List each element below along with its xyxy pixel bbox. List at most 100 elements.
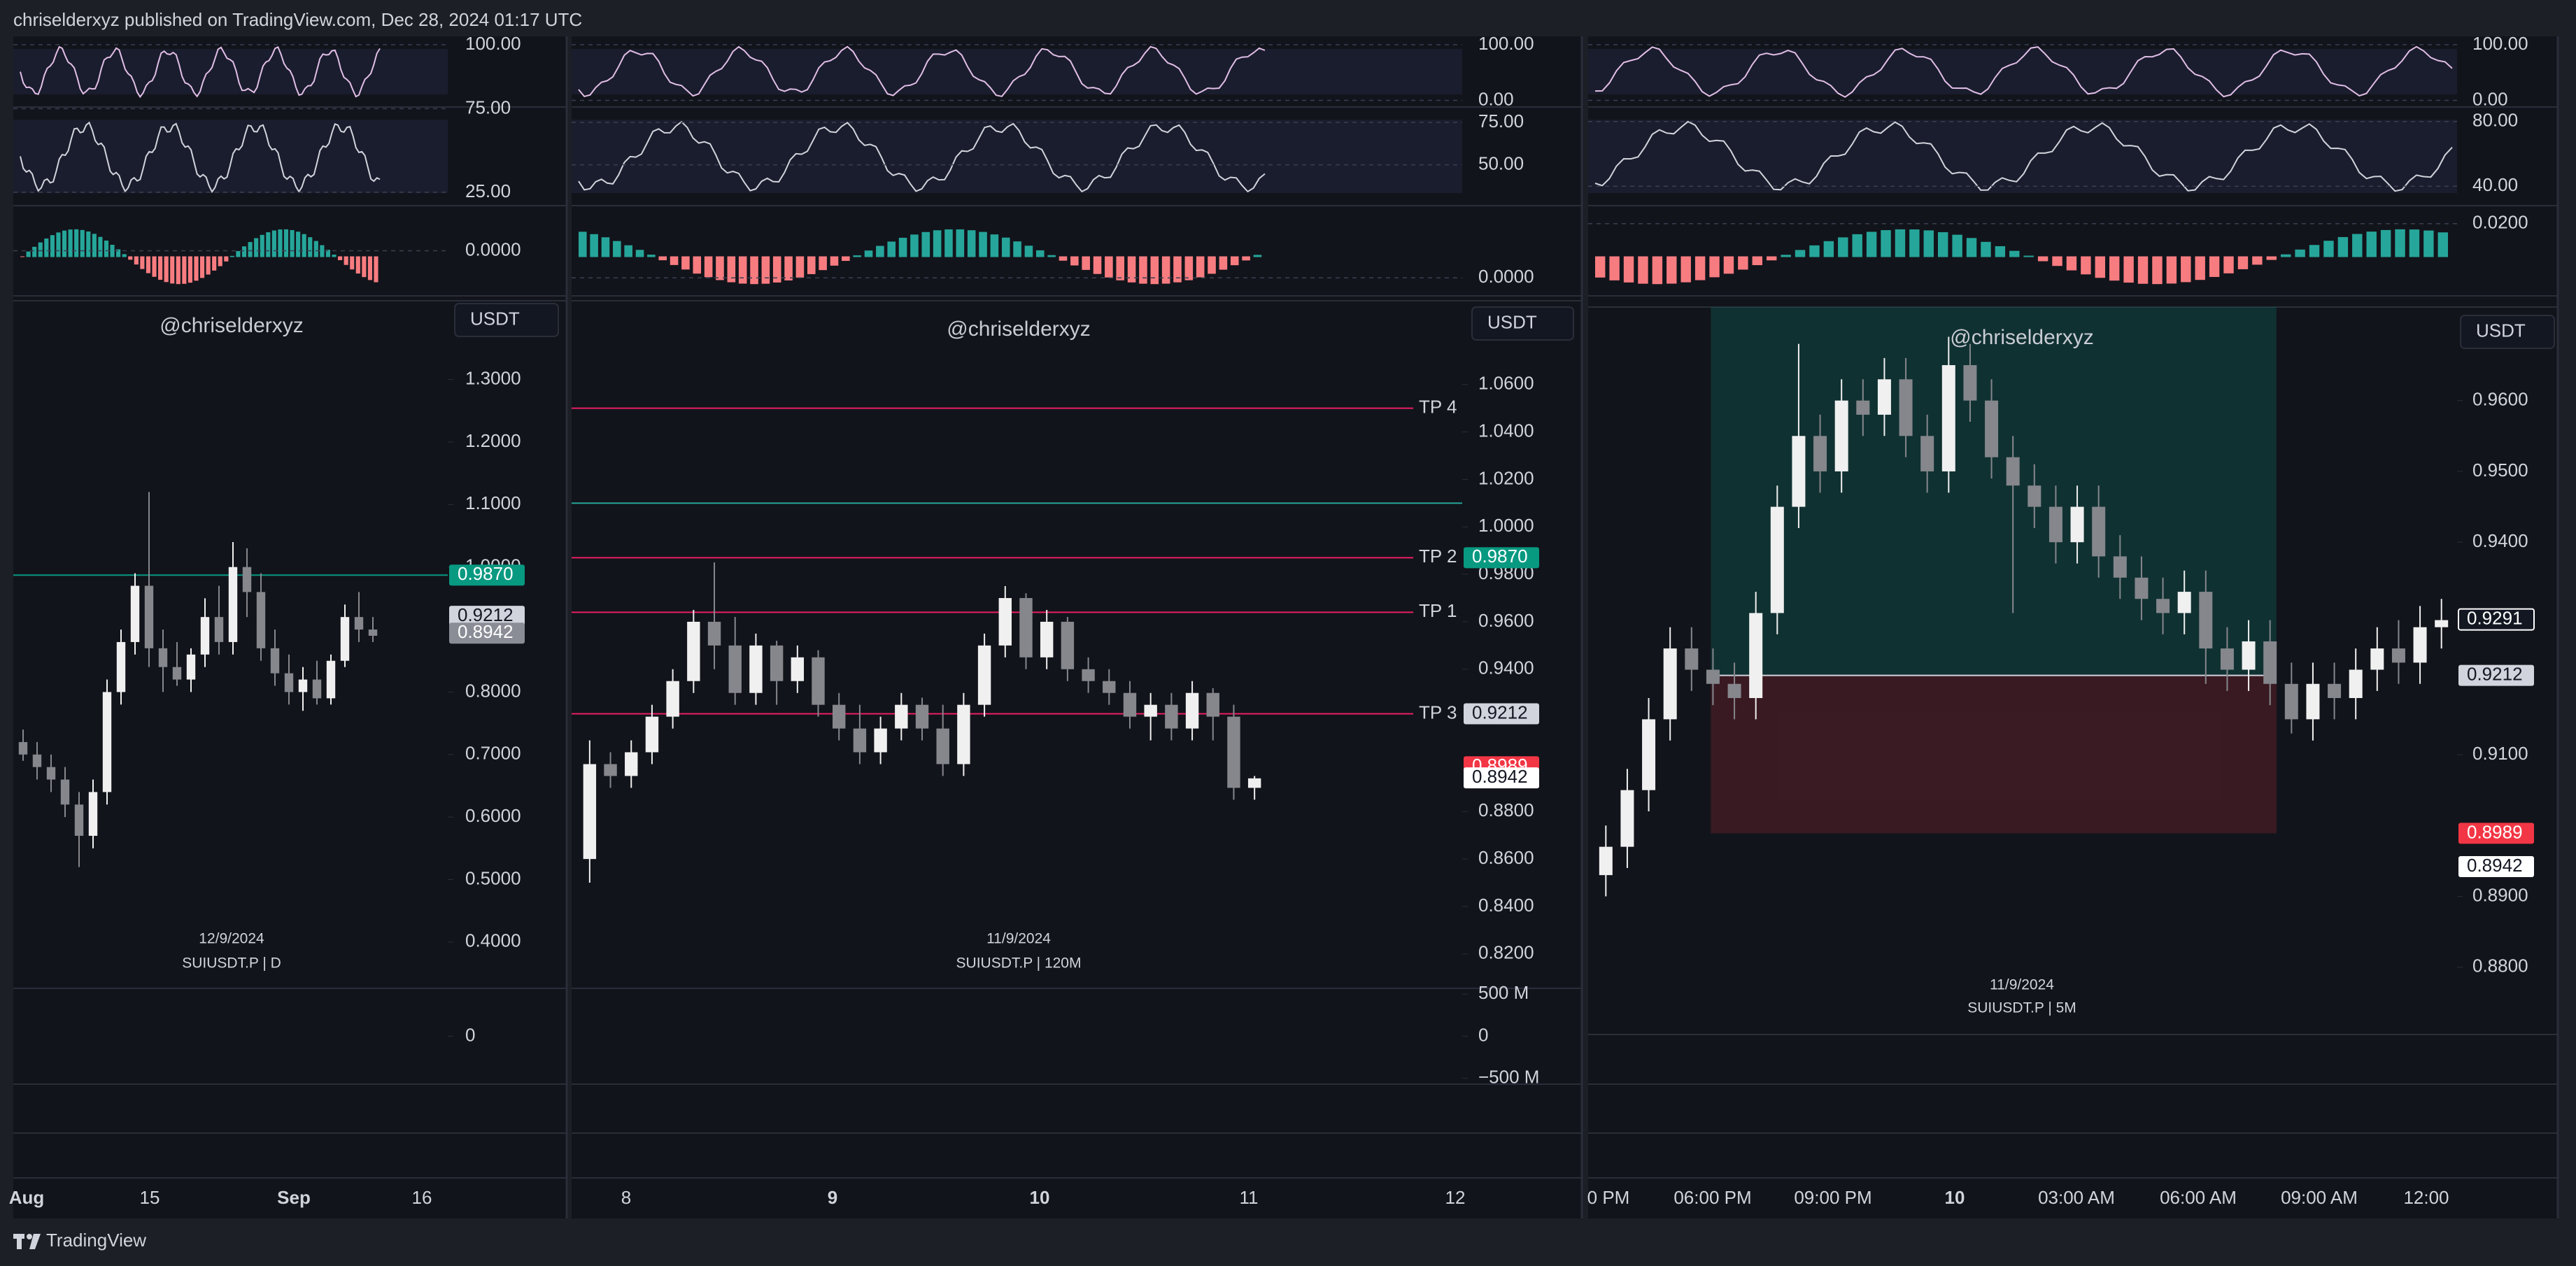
macd-histogram-bar <box>278 229 283 257</box>
oscillator-tick-label: 80.00 <box>2472 110 2518 131</box>
macd-histogram-bar <box>38 242 43 257</box>
price-tick-label: 1.1000 <box>465 492 521 513</box>
macd-histogram-bar <box>579 232 587 257</box>
macd-histogram-bar <box>308 237 313 257</box>
price-tag-label: 0.9212 <box>458 604 514 625</box>
price-tag <box>1464 767 1539 789</box>
macd-histogram-bar <box>26 251 31 257</box>
candle-body <box>2413 627 2427 663</box>
macd-histogram-bar <box>74 229 79 257</box>
candle-body <box>2070 506 2084 543</box>
macd-histogram-bar <box>164 256 169 283</box>
price-tick-label: 0.9100 <box>2472 743 2528 764</box>
candle-body <box>1963 365 1977 401</box>
macd-histogram-bar <box>128 256 133 260</box>
macd-histogram-bar <box>1966 238 1977 257</box>
chart-symbol: SUIUSDT.P | 5M <box>1967 1000 2076 1016</box>
macd-histogram-bar <box>2195 256 2205 280</box>
macd-histogram-bar <box>50 235 55 257</box>
brand-logo <box>13 1234 41 1249</box>
candle-body <box>1620 790 1634 847</box>
candle-body <box>874 728 887 753</box>
macd-histogram-bar <box>140 256 145 269</box>
macd-histogram-bar <box>332 254 337 257</box>
candle-body <box>2135 577 2149 599</box>
candle-body <box>228 567 238 642</box>
macd-histogram-bar <box>374 256 378 283</box>
price-tag-label: 0.9212 <box>1472 702 1528 723</box>
candle-body <box>1103 681 1116 693</box>
price-tag <box>449 564 525 586</box>
macd-histogram-bar <box>2380 229 2391 257</box>
candle-body <box>158 648 168 667</box>
candle-body <box>200 617 210 655</box>
macd-histogram-bar <box>344 256 348 265</box>
candle-body <box>895 704 908 729</box>
macd-histogram-bar <box>320 245 325 257</box>
candle-body <box>1899 379 1913 436</box>
oscillator-tick-label: 0.0000 <box>1478 266 1534 287</box>
macd-histogram-bar <box>260 234 264 257</box>
candle-body <box>1792 436 1806 507</box>
macd-histogram-bar <box>1036 250 1045 257</box>
macd-histogram-bar <box>1981 241 1991 257</box>
macd-histogram-bar <box>1127 256 1136 283</box>
candle-body <box>2177 592 2191 613</box>
macd-histogram-bar <box>1253 255 1262 257</box>
candle-body <box>1599 846 1613 876</box>
price-tag-label: 0.8942 <box>2467 855 2523 876</box>
macd-histogram-bar <box>1752 256 1762 266</box>
candle-body <box>2328 683 2342 698</box>
currency-button[interactable]: USDT <box>2460 315 2555 349</box>
macd-histogram-bar <box>2409 229 2420 257</box>
macd-histogram-bar <box>864 250 873 257</box>
chart-date: 11/9/2024 <box>1990 977 2054 993</box>
macd-histogram-bar <box>1838 237 1848 257</box>
macd-histogram-bar <box>2266 256 2277 260</box>
time-axis-label: 12:00 <box>2403 1187 2449 1208</box>
candle-body <box>1727 683 1741 698</box>
candle-body <box>2263 641 2277 684</box>
oscillator-tick-label: 100.00 <box>465 33 521 54</box>
macd-histogram-bar <box>248 242 253 257</box>
macd-histogram-bar <box>68 229 73 257</box>
candle-body <box>625 752 638 776</box>
macd-histogram-bar <box>2309 245 2320 257</box>
rsi-line <box>1594 120 2453 192</box>
candle-body <box>368 630 378 636</box>
candle-body <box>1123 692 1137 717</box>
currency-button-frame <box>1471 306 1574 341</box>
time-axis-label: 06:00 PM <box>1673 1187 1751 1208</box>
candle-body <box>88 792 98 836</box>
candle-body <box>130 585 140 642</box>
macd-histogram-bar <box>224 256 229 262</box>
macd-histogram-bar <box>290 229 295 257</box>
currency-button[interactable]: USDT <box>1471 306 1574 341</box>
macd-histogram-bar <box>795 256 805 278</box>
macd-histogram-bar <box>704 256 713 278</box>
macd-histogram-bar <box>784 256 793 280</box>
macd-histogram-bar <box>1070 256 1079 266</box>
macd-histogram-bar <box>1595 256 1606 278</box>
macd-histogram-bar <box>302 234 306 257</box>
currency-button-frame <box>2460 315 2555 349</box>
stop-zone <box>1711 675 2277 834</box>
price-tick-label: 1.0600 <box>1478 373 1534 394</box>
macd-histogram-bar <box>229 255 234 257</box>
time-axis-label: 06:00 AM <box>2160 1187 2237 1208</box>
candle-body <box>2220 648 2234 670</box>
chart-symbol: SUIUSDT.P | D <box>182 955 281 972</box>
macd-histogram-bar <box>1866 232 1877 257</box>
macd-histogram-bar <box>1694 256 1706 280</box>
currency-button[interactable]: USDT <box>454 303 559 337</box>
macd-histogram-bar <box>1150 256 1159 285</box>
macd-histogram-bar <box>62 230 67 257</box>
volume-tick-label: 0 <box>1478 1024 1488 1045</box>
macd-histogram-bar <box>1230 256 1239 266</box>
candle-body <box>1019 598 1033 657</box>
macd-histogram-bar <box>355 256 360 274</box>
candle-body <box>2306 683 2320 720</box>
candle-body <box>214 617 224 642</box>
